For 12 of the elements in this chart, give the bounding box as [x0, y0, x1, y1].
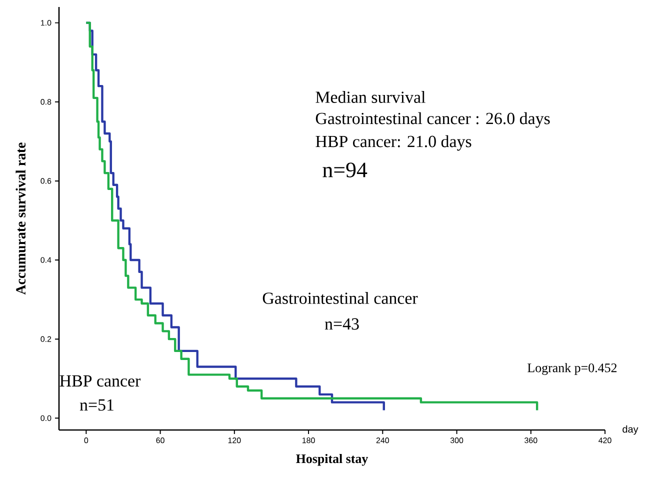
annotation: HBP cancer: 21.0 days: [316, 135, 472, 151]
text: day: [622, 425, 638, 435]
annotation: n=94: [322, 162, 368, 178]
x-axis-title: Hospital stay: [296, 454, 368, 466]
annotation: Median survival: [316, 91, 426, 103]
annotation: Logrank p=0.452: [528, 363, 617, 375]
text: HBP cancer: [60, 375, 141, 387]
y-axis-title: Accumurate survival rate: [16, 142, 26, 295]
annotation: n=43: [324, 318, 359, 330]
annotation: n=51: [80, 399, 114, 411]
annotation: Gastrointestinal cancer: [262, 292, 418, 304]
annotation: Gastrointestinal cancer : 26.0 days: [316, 112, 550, 128]
